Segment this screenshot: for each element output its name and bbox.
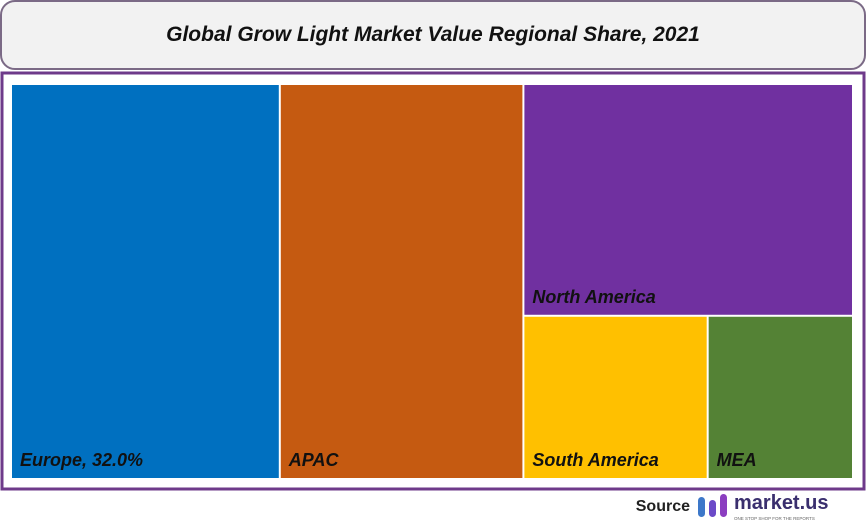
- treemap: Europe, 32.0% APAC North America South Amer…: [12, 85, 852, 478]
- tile-label: APAC: [288, 450, 340, 470]
- logo: [698, 494, 727, 517]
- tile: [280, 85, 523, 478]
- source-label: Source: [636, 498, 690, 515]
- tile: [12, 85, 279, 478]
- source-tagline: ONE STOP SHOP FOR THE REPORTS: [734, 516, 815, 521]
- chart-title: Global Grow Light Market Value Regional …: [166, 23, 700, 46]
- tile-label: South America: [532, 450, 658, 470]
- tile-label: Europe, 32.0%: [20, 450, 143, 470]
- source-brand: market.us: [734, 492, 829, 514]
- tile-label: MEA: [717, 450, 757, 470]
- tile: [524, 316, 707, 478]
- tile: [708, 316, 852, 478]
- tile: [524, 85, 852, 315]
- title-box: [0, 0, 866, 70]
- tile-label: North America: [532, 287, 655, 307]
